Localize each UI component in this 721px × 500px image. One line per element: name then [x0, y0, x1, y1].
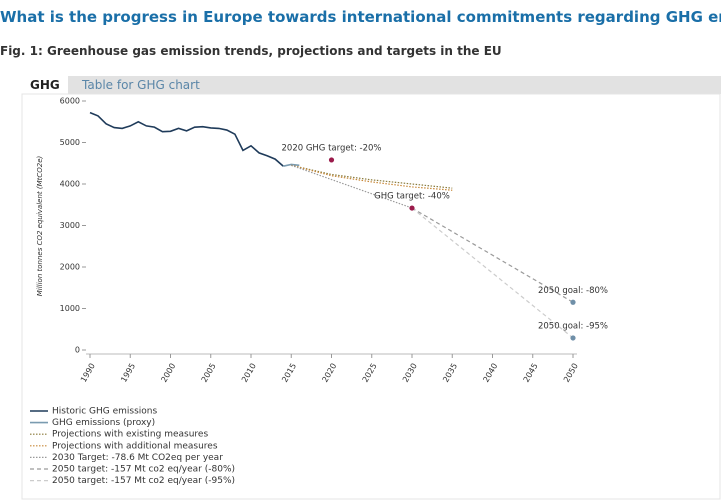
- x-tick-label: 2000: [159, 362, 177, 384]
- x-tick-label: 2040: [481, 362, 499, 384]
- annotation: 2050 goal: -95%: [538, 321, 608, 331]
- legend-label: Historic GHG emissions: [52, 407, 157, 417]
- x-tick-label: 2015: [280, 362, 298, 384]
- legend-label: GHG emissions (proxy): [52, 418, 155, 428]
- x-tick-label: 2050: [562, 362, 580, 384]
- chart-frame: [21, 93, 721, 500]
- y-axis-label: Million tonnes CO2 equivalent (MtCO2e): [36, 155, 44, 296]
- target-point: [570, 299, 576, 305]
- y-tick-label: 6000: [60, 97, 80, 106]
- x-tick-label: 1995: [119, 362, 137, 384]
- legend-label: Projections with existing measures: [52, 430, 208, 440]
- target-point: [570, 335, 576, 341]
- x-tick-label: 2035: [441, 362, 459, 384]
- tab[interactable]: GHG: [22, 76, 68, 94]
- tab[interactable]: Table for GHG chart: [82, 78, 200, 92]
- y-tick-label: 0: [75, 346, 80, 355]
- y-tick-label: 5000: [60, 138, 80, 147]
- figure-title: Fig. 1: Greenhouse gas emission trends, …: [0, 44, 502, 58]
- x-tick-label: 2010: [240, 362, 258, 384]
- series-line: [283, 163, 300, 167]
- x-tick-label: 2030: [401, 362, 419, 384]
- series-line: [89, 111, 284, 167]
- legend-label: 2050 target: -157 Mt co2 eq/year (-95%): [52, 476, 235, 486]
- annotation: 2050 goal: -80%: [538, 286, 608, 296]
- series-line: [411, 207, 574, 303]
- x-tick-label: 2005: [200, 362, 218, 384]
- y-tick-label: 4000: [60, 180, 80, 189]
- y-tick-label: 2000: [60, 263, 80, 272]
- series-line: [291, 164, 453, 189]
- page-title: What is the progress in Europe towards i…: [0, 8, 721, 26]
- tab-bar: GHG Table for GHG chart: [22, 76, 721, 94]
- target-point: [328, 157, 335, 163]
- series-line: [291, 164, 413, 209]
- x-tick-label: 2020: [320, 362, 338, 384]
- y-tick-label: 3000: [60, 221, 80, 230]
- x-tick-label: 2025: [361, 362, 379, 384]
- x-tick-label: 1990: [79, 362, 97, 384]
- y-tick-label: 1000: [60, 304, 80, 313]
- annotation: 2020 GHG target: -20%: [282, 143, 382, 153]
- x-tick-label: 2045: [522, 362, 540, 384]
- legend-label: 2030 Target: -78.6 Mt CO2eq per year: [52, 453, 223, 463]
- legend-label: 2050 target: -157 Mt co2 eq/year (-80%): [52, 465, 235, 475]
- series-line: [411, 207, 574, 339]
- annotation: GHG target: -40%: [374, 192, 450, 202]
- target-point: [409, 205, 415, 211]
- legend-label: Projections with additional measures: [52, 441, 218, 451]
- series-line: [291, 164, 453, 191]
